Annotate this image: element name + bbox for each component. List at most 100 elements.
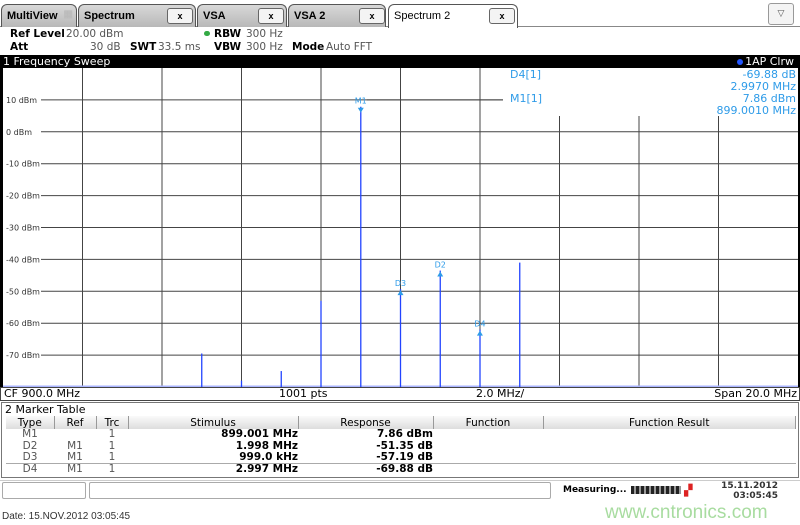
rbw-label: RBW [214,28,242,40]
y-tick-label: -10 dBm [6,160,40,169]
trace-label: 1AP Clrw [745,55,794,68]
marker-d3-icon [397,290,404,296]
marker-table-grid: Type Ref Trc Stimulus Response Function … [6,416,796,475]
tab-label: VSA [203,10,226,22]
y-tick-label: -70 dBm [6,351,40,360]
d4-readout-freq: 2.9970 MHz [730,80,796,93]
table-cell [54,429,96,441]
column-header-response: Response [298,416,434,429]
m1-readout-label: M1[1] [510,92,543,105]
table-cell: M1 [22,428,38,441]
table-row[interactable]: M1 1 899.001 MHz 7.86 dBm [6,429,796,441]
watermark: www.cntronics.com [605,502,768,523]
measurement-settings: Ref Level 20.00 dBm Att 30 dB SWT 33.5 m… [0,27,800,55]
swt-value: 33.5 ms [158,41,201,53]
table-cell: 1.998 MHz [235,439,298,452]
status-field-2 [89,482,551,499]
table-cell [543,463,796,475]
table-cell: M1 [67,451,83,463]
marker-label: M1 [355,97,367,106]
tab-spectrum[interactable]: Spectrum x [78,4,196,27]
table-row[interactable]: D3 M1 1 999.0 kHz -57.19 dB [6,452,796,464]
tab-vsa[interactable]: VSA x [197,4,287,27]
att-label: Att [10,41,29,53]
column-header-ref: Ref [54,416,97,429]
ref-level-label: Ref Level [10,28,65,40]
d4-readout-level: -69.88 dB [742,68,797,81]
status-time: 03:05:45 [733,491,778,501]
tab-label: Spectrum 2 [394,10,451,22]
y-tick-label: -50 dBm [6,287,40,296]
marker-d4-icon [476,330,483,336]
center-frequency: CF 900.0 MHz [4,387,81,400]
d4-readout-label: D4[1] [510,68,542,81]
column-header-function-result: Function Result [543,416,796,429]
window-title-bar: 1 Frequency Sweep 1AP Clrw [0,55,800,68]
y-tick-label: 10 dBm [6,96,37,105]
column-header-type: Type [6,416,55,429]
plot-footer: CF 900.0 MHz 1001 pts 2.0 MHz/ Span 20.0… [0,387,800,401]
y-tick-label: -20 dBm [6,192,40,201]
tab-label: VSA 2 [294,10,326,22]
date-line: Date: 15.NOV.2012 03:05:45 [2,511,131,522]
ref-level-value: 20.00 dBm [66,28,124,40]
column-header-trc: Trc [96,416,129,429]
close-tab-button[interactable]: x [359,8,385,24]
progress-bar [631,486,681,494]
y-tick-label: -30 dBm [6,224,40,233]
table-cell [543,452,796,464]
remote-icon: ▞ [684,484,693,497]
window-title: 1 Frequency Sweep [3,55,111,68]
marker-table-title: 2 Marker Table [5,403,86,416]
table-cell: 1 [96,463,128,475]
table-cell: M1 [67,439,83,452]
table-cell: 999.0 kHz [239,451,298,463]
table-cell [543,441,796,453]
y-tick-label: -40 dBm [6,255,40,264]
grid-icon: ▦ [63,9,73,20]
att-value: 30 dB [90,41,121,53]
table-cell [433,452,543,464]
measuring-status: Measuring... [563,485,627,495]
table-row[interactable]: D4 M1 1 2.997 MHz -69.88 dB [6,463,796,475]
tab-vsa-2[interactable]: VSA 2 x [288,4,386,27]
spectrum-plot[interactable]: 10 dBm 0 dBm -10 dBm -20 dBm -30 dBm -40 dBm -… [0,68,800,388]
table-cell: 7.86 dBm [376,428,433,441]
m1-readout-level: 7.86 dBm [742,92,796,105]
mode-value: Auto FFT [326,41,373,53]
table-cell: 1 [108,451,116,463]
tab-spectrum-2[interactable]: Spectrum 2 x [388,4,518,28]
spectrum-chart: 10 dBm 0 dBm -10 dBm -20 dBm -30 dBm -40 dBm -… [3,68,798,388]
marker-d2-icon [437,271,444,277]
table-cell [433,463,543,475]
status-bar: Measuring... ▞ 15.11.2012 03:05:45 [0,480,800,501]
table-row[interactable]: D2 M1 1 1.998 MHz -51.35 dB [6,439,796,453]
vbw-value: 300 Hz [246,41,283,53]
tab-bar: MultiView ▦ Spectrum x VSA x VSA 2 x Spectru… [0,0,800,28]
table-cell: 899.001 MHz [221,428,298,441]
vbw-label: VBW [214,41,242,53]
marker-m1-icon [357,107,364,113]
table-cell: D4 [6,463,54,475]
table-cell: D3 [22,451,38,463]
close-tab-button[interactable]: x [258,8,284,24]
close-tab-button[interactable]: x [167,8,193,24]
div-scale: 2.0 MHz/ [476,387,525,400]
span: Span 20.0 MHz [714,387,797,400]
status-field-1 [2,482,86,499]
tab-multiview[interactable]: MultiView ▦ [1,4,77,27]
rbw-indicator-icon [204,31,210,36]
trace-indicator: 1AP Clrw [737,55,794,68]
table-cell [433,429,543,441]
table-cell: D2 [22,439,38,452]
swt-label: SWT [130,41,157,53]
chevron-down-icon[interactable]: ▽ [768,3,794,25]
y-tick-label: -60 dBm [6,319,40,328]
table-cell: 2.997 MHz [128,463,298,475]
y-tick-label: 0 dBm [6,128,32,137]
tab-label: Spectrum [84,10,135,22]
tab-label: MultiView [7,10,58,22]
status-date: 15.11.2012 [721,481,778,491]
close-tab-button[interactable]: x [489,8,515,24]
column-header-stimulus: Stimulus [128,416,299,429]
